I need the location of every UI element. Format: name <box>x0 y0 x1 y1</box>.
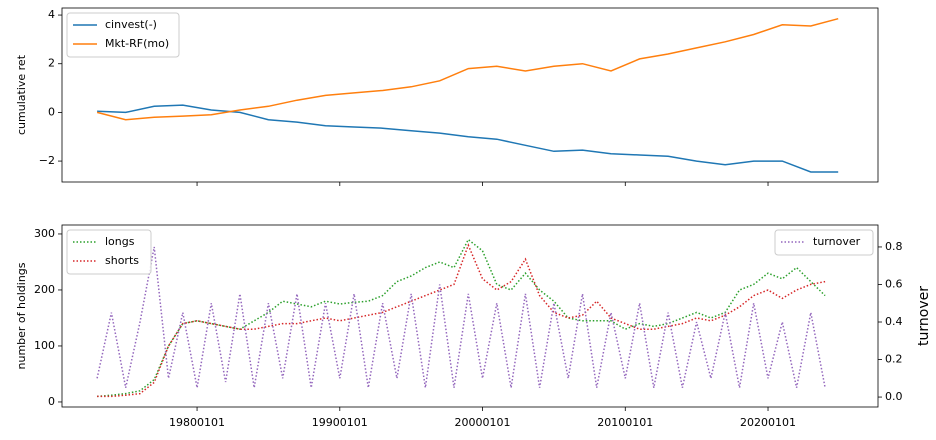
x-tick-label: 20000101 <box>455 416 511 429</box>
legend-box <box>66 12 180 58</box>
y-tick-label: 2 <box>48 57 55 70</box>
legend-label: longs <box>105 235 135 248</box>
legend-label: shorts <box>105 254 139 267</box>
x-tick-label: 20100101 <box>597 416 653 429</box>
series-line <box>97 238 826 398</box>
legend-box <box>774 229 874 256</box>
x-tick-label: 19800101 <box>169 416 225 429</box>
legend-label: cinvest(-) <box>105 18 157 31</box>
y2-tick-label: 0.4 <box>885 315 903 328</box>
y2-axis-label: turnover <box>916 286 932 346</box>
y2-tick-label: 0.2 <box>885 353 903 366</box>
legend-label: turnover <box>813 235 861 248</box>
y-tick-label: 0 <box>48 395 55 408</box>
series-line <box>96 246 826 388</box>
y-tick-label: 0 <box>48 105 55 118</box>
x-tick-label: 19900101 <box>312 416 368 429</box>
x-tick-label: 20200101 <box>740 416 796 429</box>
y-axis-label: number of holdings <box>15 262 28 369</box>
y-tick-label: 200 <box>34 283 55 296</box>
legend-label: Mkt-RF(mo) <box>105 37 169 50</box>
series-line <box>97 104 839 173</box>
y-tick-label: 100 <box>34 339 55 352</box>
series-line <box>96 17 839 121</box>
y2-tick-label: 0.0 <box>885 390 903 403</box>
y-tick-label: 300 <box>34 227 55 240</box>
y-tick-label: 4 <box>48 8 55 21</box>
y2-tick-label: 0.6 <box>885 277 903 290</box>
y2-tick-label: 0.8 <box>885 240 903 253</box>
series-line <box>97 243 826 398</box>
plot-frame <box>61 224 879 408</box>
plot-frame <box>61 7 879 183</box>
legend-box <box>66 229 152 275</box>
y-tick-label: −2 <box>39 154 55 167</box>
y-axis-label: cumulative ret <box>15 54 28 135</box>
